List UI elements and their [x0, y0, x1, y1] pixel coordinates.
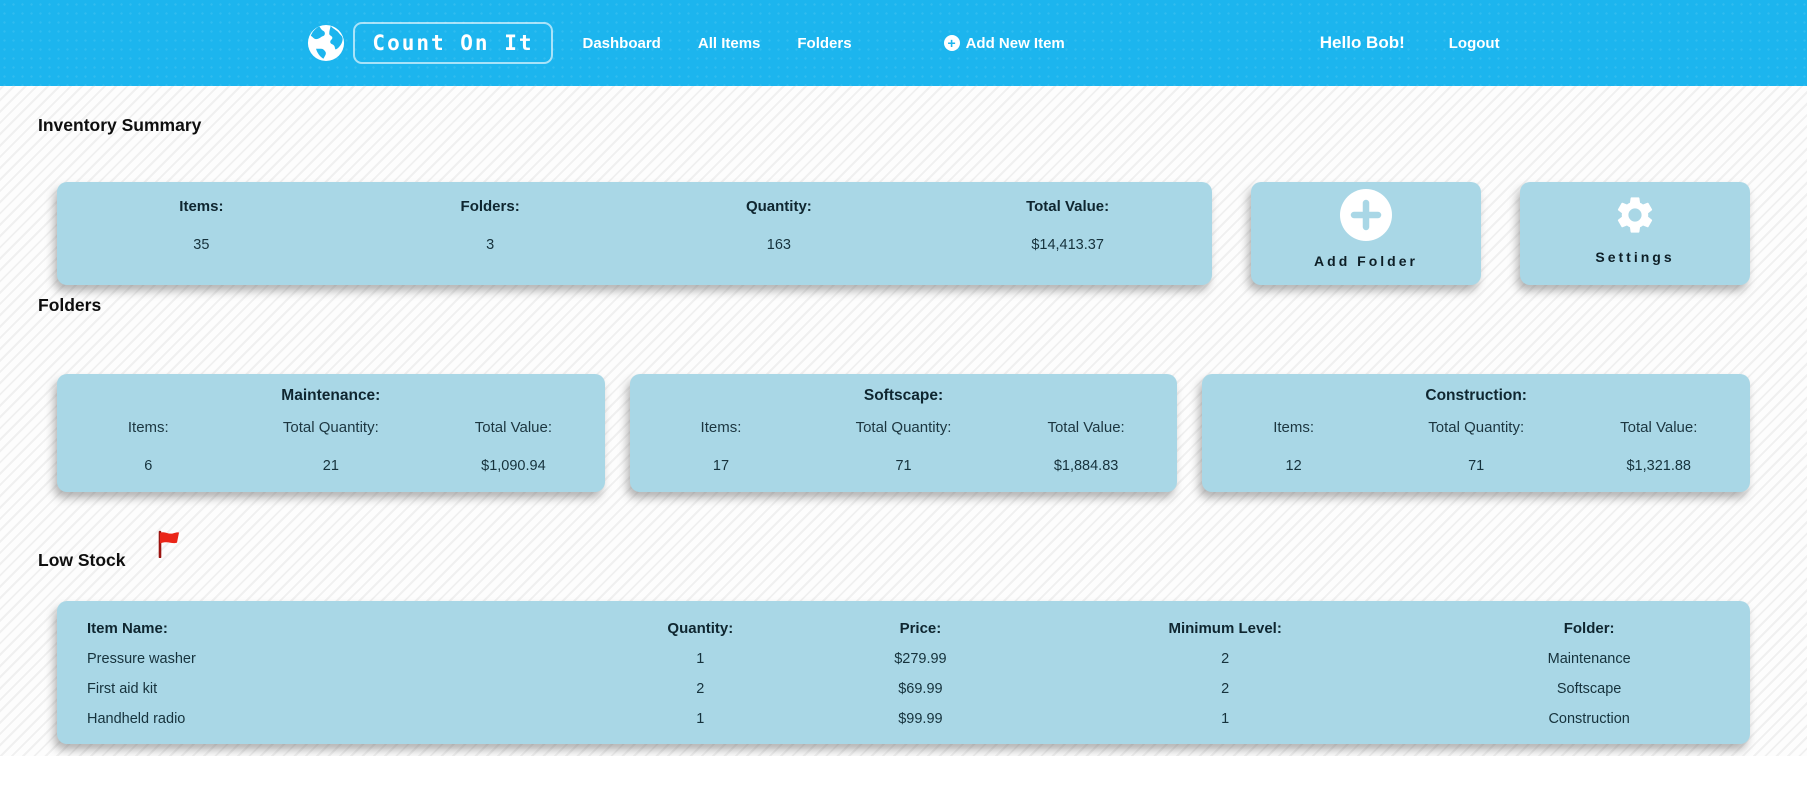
folder-title: Softscape:: [863, 387, 944, 404]
folder-items-value: 17: [712, 458, 730, 474]
folder-value-label: Total Value:: [474, 419, 553, 436]
cell-quantity: 2: [696, 681, 705, 697]
cell-quantity: 1: [696, 651, 705, 667]
col-quantity: Quantity:: [667, 620, 734, 637]
col-minimum-level: Minimum Level:: [1168, 620, 1282, 637]
cell-minimum-level: 1: [1221, 711, 1230, 727]
stat-quantity-value: 163: [766, 237, 791, 253]
folder-items-value: 12: [1285, 458, 1302, 474]
folder-value-label: Total Value:: [1047, 419, 1125, 436]
col-item-name: Item Name:: [87, 620, 168, 637]
table-row-first-aid-kit[interactable]: First aid kit 2 $69.99 2 Softscape: [57, 674, 1750, 704]
folder-card-softscape[interactable]: Softscape: Items: 17 Total Quantity: 71 …: [629, 374, 1178, 492]
folder-quantity-value: 71: [895, 458, 912, 474]
stat-quantity: Quantity: 163: [635, 198, 924, 285]
add-folder-label: Add Folder: [1314, 253, 1418, 269]
cell-quantity: 1: [696, 711, 705, 727]
folder-value-value: $1,090.94: [481, 458, 546, 474]
low-stock-table: Item Name: Quantity: Price: Minimum Leve…: [57, 601, 1750, 744]
stat-total-value: Total Value: $14,413.37: [923, 198, 1212, 285]
plus-circle-icon: [1340, 189, 1392, 246]
gear-icon: [1613, 189, 1657, 242]
nav-all-items[interactable]: All Items: [697, 34, 761, 52]
red-flag-icon: [126, 530, 182, 571]
footer: [0, 756, 1807, 792]
folder-value-value: $1,884.83: [1053, 458, 1119, 474]
cell-item-name: First aid kit: [87, 681, 158, 697]
folder-items-label: Items:: [700, 419, 742, 436]
stat-total-value-label: Total Value:: [1026, 198, 1110, 215]
add-new-item-button[interactable]: + Add New Item: [943, 34, 1065, 52]
cell-folder: Softscape: [1556, 681, 1622, 697]
low-stock-heading: Low Stock: [38, 550, 126, 570]
folder-quantity-label: Total Quantity:: [1428, 419, 1525, 436]
inventory-summary-card: Items: 35 Folders: 3 Quantity: 163 Total…: [57, 182, 1212, 285]
settings-label: Settings: [1595, 249, 1675, 265]
cell-price: $279.99: [894, 651, 947, 667]
table-row-pressure-washer[interactable]: Pressure washer 1 $279.99 2 Maintenance: [57, 644, 1750, 674]
folder-quantity-value: 21: [322, 458, 339, 474]
nav-folders[interactable]: Folders: [797, 34, 852, 52]
folder-quantity-label: Total Quantity:: [855, 419, 952, 436]
low-stock-header-row: Item Name: Quantity: Price: Minimum Leve…: [57, 613, 1750, 644]
table-row-handheld-radio[interactable]: Handheld radio 1 $99.99 1 Construction: [57, 704, 1750, 734]
stat-items: Items: 35: [57, 198, 346, 285]
folder-value-label: Total Value:: [1620, 419, 1698, 436]
folder-items-value: 6: [144, 458, 153, 474]
app-logo[interactable]: Count On It: [353, 22, 553, 64]
stat-folders: Folders: 3: [346, 198, 635, 285]
nav-dashboard[interactable]: Dashboard: [582, 34, 661, 52]
low-stock-heading-row: Low Stock: [38, 530, 1769, 571]
col-price: Price:: [899, 620, 942, 637]
logout-button[interactable]: Logout: [1448, 34, 1500, 52]
folder-quantity-label: Total Quantity:: [282, 419, 379, 436]
cell-price: $99.99: [898, 711, 943, 727]
cell-folder: Construction: [1548, 711, 1630, 727]
top-navbar: Count On It Dashboard All Items Folders …: [0, 0, 1807, 86]
folder-card-maintenance[interactable]: Maintenance: Items: 6 Total Quantity: 21…: [57, 374, 605, 492]
summary-row: Items: 35 Folders: 3 Quantity: 163 Total…: [57, 182, 1750, 285]
cell-minimum-level: 2: [1221, 651, 1230, 667]
inventory-summary-heading: Inventory Summary: [38, 115, 202, 135]
folder-value-value: $1,321.88: [1626, 458, 1691, 474]
plus-circle-icon: +: [943, 35, 960, 51]
user-greeting: Hello Bob!: [1319, 33, 1405, 52]
cell-item-name: Handheld radio: [87, 711, 186, 727]
stat-items-value: 35: [193, 237, 210, 253]
stat-folders-label: Folders:: [460, 198, 520, 215]
cell-minimum-level: 2: [1221, 681, 1230, 697]
cell-item-name: Pressure washer: [87, 651, 196, 667]
globe-icon: [307, 24, 345, 62]
folder-card-construction[interactable]: Construction: Items: 12 Total Quantity: …: [1202, 374, 1751, 492]
add-new-item-label: Add New Item: [965, 34, 1065, 52]
stat-total-value-value: $14,413.37: [1031, 237, 1104, 253]
settings-button[interactable]: Settings: [1520, 182, 1750, 285]
stat-folders-value: 3: [486, 237, 495, 253]
folders-row: Maintenance: Items: 6 Total Quantity: 21…: [57, 374, 1751, 492]
folder-items-label: Items:: [1273, 419, 1315, 436]
folder-title: Maintenance:: [281, 387, 381, 404]
cell-folder: Maintenance: [1547, 651, 1631, 667]
stat-quantity-label: Quantity:: [745, 198, 812, 215]
folder-quantity-value: 71: [1468, 458, 1485, 474]
col-folder: Folder:: [1563, 620, 1615, 637]
folders-heading: Folders: [38, 295, 102, 315]
cell-price: $69.99: [898, 681, 943, 697]
main-content: Inventory Summary Items: 35 Folders: 3 Q…: [0, 115, 1807, 744]
folder-title: Construction:: [1425, 387, 1527, 404]
stat-items-label: Items:: [179, 198, 224, 215]
add-folder-button[interactable]: Add Folder: [1251, 182, 1481, 285]
folder-items-label: Items:: [127, 419, 169, 436]
